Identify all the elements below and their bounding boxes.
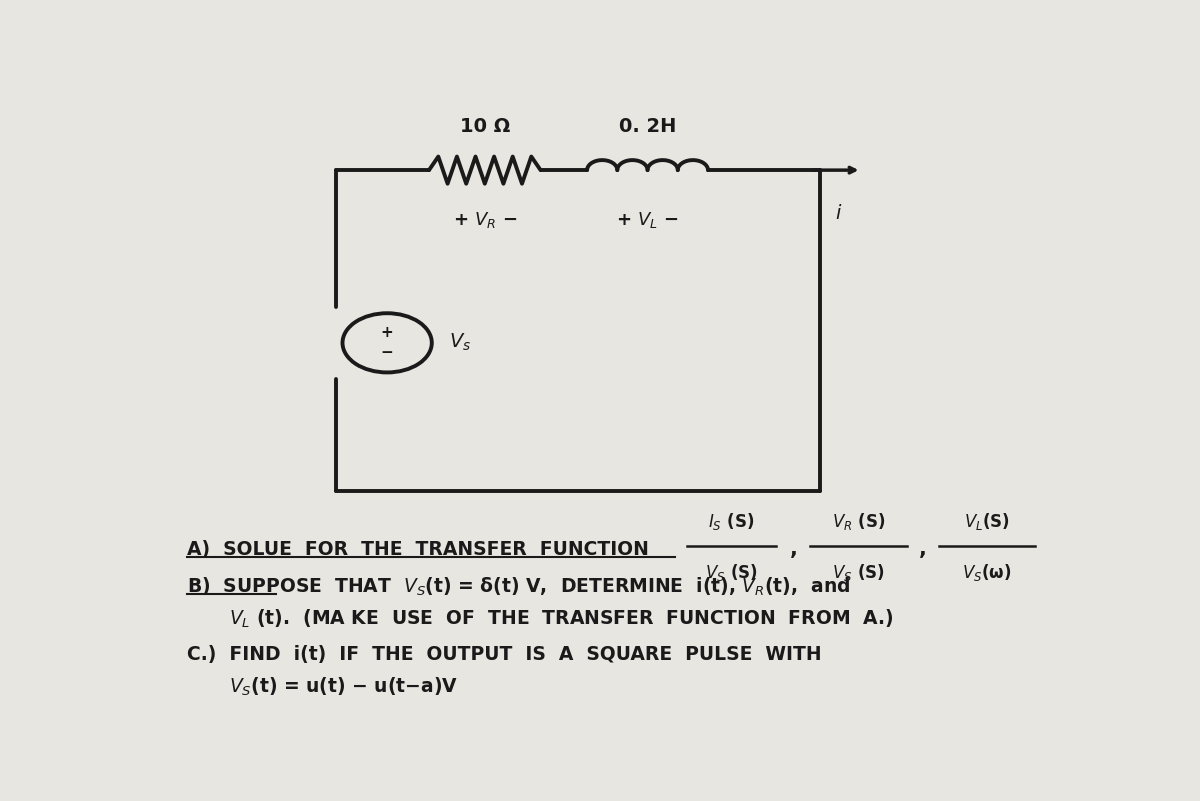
Text: $V_R$ (S): $V_R$ (S): [832, 510, 886, 532]
Text: $V_S$ (S): $V_S$ (S): [704, 562, 757, 583]
Text: $V_S$(t) = u(t) − u(t−a)V: $V_S$(t) = u(t) − u(t−a)V: [229, 676, 458, 698]
Text: A)  SOLUE  FOR  THE  TRANSFER  FUNCTION: A) SOLUE FOR THE TRANSFER FUNCTION: [187, 540, 649, 559]
Text: +: +: [380, 325, 394, 340]
Text: $V_S$(ω): $V_S$(ω): [962, 562, 1012, 583]
Text: 10 Ω: 10 Ω: [460, 117, 510, 136]
Text: + $V_L$ −: + $V_L$ −: [617, 210, 679, 230]
Text: $V_s$: $V_s$: [449, 332, 470, 353]
Text: $i$: $i$: [834, 204, 842, 223]
Text: ,: ,: [790, 539, 798, 559]
Text: B)  SUPPOSE  THAT  $V_S$(t) = δ(t) V,  DETERMINE  i(t), $V_R$(t),  and: B) SUPPOSE THAT $V_S$(t) = δ(t) V, DETER…: [187, 575, 851, 598]
Text: $V_L$ (t).  (MA KE  USE  OF  THE  TRANSFER  FUNCTION  FROM  A.): $V_L$ (t). (MA KE USE OF THE TRANSFER FU…: [229, 608, 894, 630]
Text: $I_S$ (S): $I_S$ (S): [708, 510, 755, 532]
Text: C.)  FIND  i(t)  IF  THE  OUTPUT  IS  A  SQUARE  PULSE  WITH: C.) FIND i(t) IF THE OUTPUT IS A SQUARE …: [187, 645, 822, 664]
Text: + $V_R$ −: + $V_R$ −: [452, 210, 517, 230]
Text: $V_S$ (S): $V_S$ (S): [833, 562, 886, 583]
Text: 0. 2H: 0. 2H: [619, 117, 677, 136]
Text: −: −: [380, 345, 394, 360]
Text: ,: ,: [919, 539, 926, 559]
Text: $V_L$(S): $V_L$(S): [964, 510, 1010, 532]
